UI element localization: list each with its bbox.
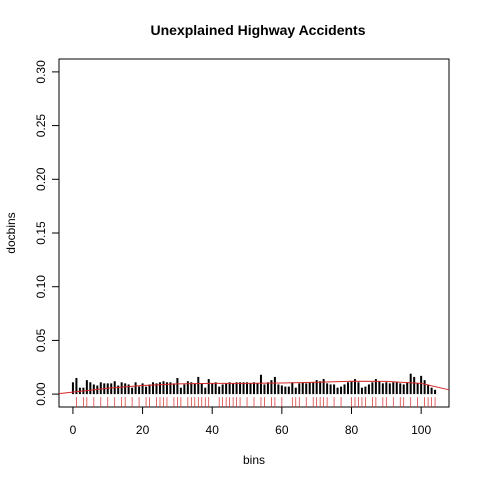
y-axis: 0.00 0.05 0.10 0.15 0.20 0.25 0.30 [34, 60, 59, 406]
x-tick-label: 100 [411, 423, 431, 437]
x-tick-label: 80 [345, 423, 359, 437]
x-tick-label: 0 [70, 423, 77, 437]
chart-title: Unexplained Highway Accidents [151, 22, 366, 38]
y-tick-label: 0.20 [34, 167, 48, 191]
rug-marks [76, 397, 436, 408]
y-tick-label: 0.05 [34, 328, 48, 352]
bars [71, 373, 437, 395]
y-tick-label: 0.10 [34, 275, 48, 299]
y-tick-label: 0.15 [34, 221, 48, 245]
smooth-curve [58, 380, 450, 395]
x-tick-label: 40 [206, 423, 220, 437]
y-axis-label: docbins [4, 212, 18, 253]
x-axis: 0 20 40 60 80 100 [70, 407, 431, 437]
y-tick-label: 0.00 [34, 382, 48, 406]
x-axis-label: bins [243, 453, 265, 467]
y-tick-label: 0.30 [34, 60, 48, 84]
x-tick-label: 20 [136, 423, 150, 437]
x-tick-label: 60 [275, 423, 289, 437]
y-tick-label: 0.25 [34, 114, 48, 138]
